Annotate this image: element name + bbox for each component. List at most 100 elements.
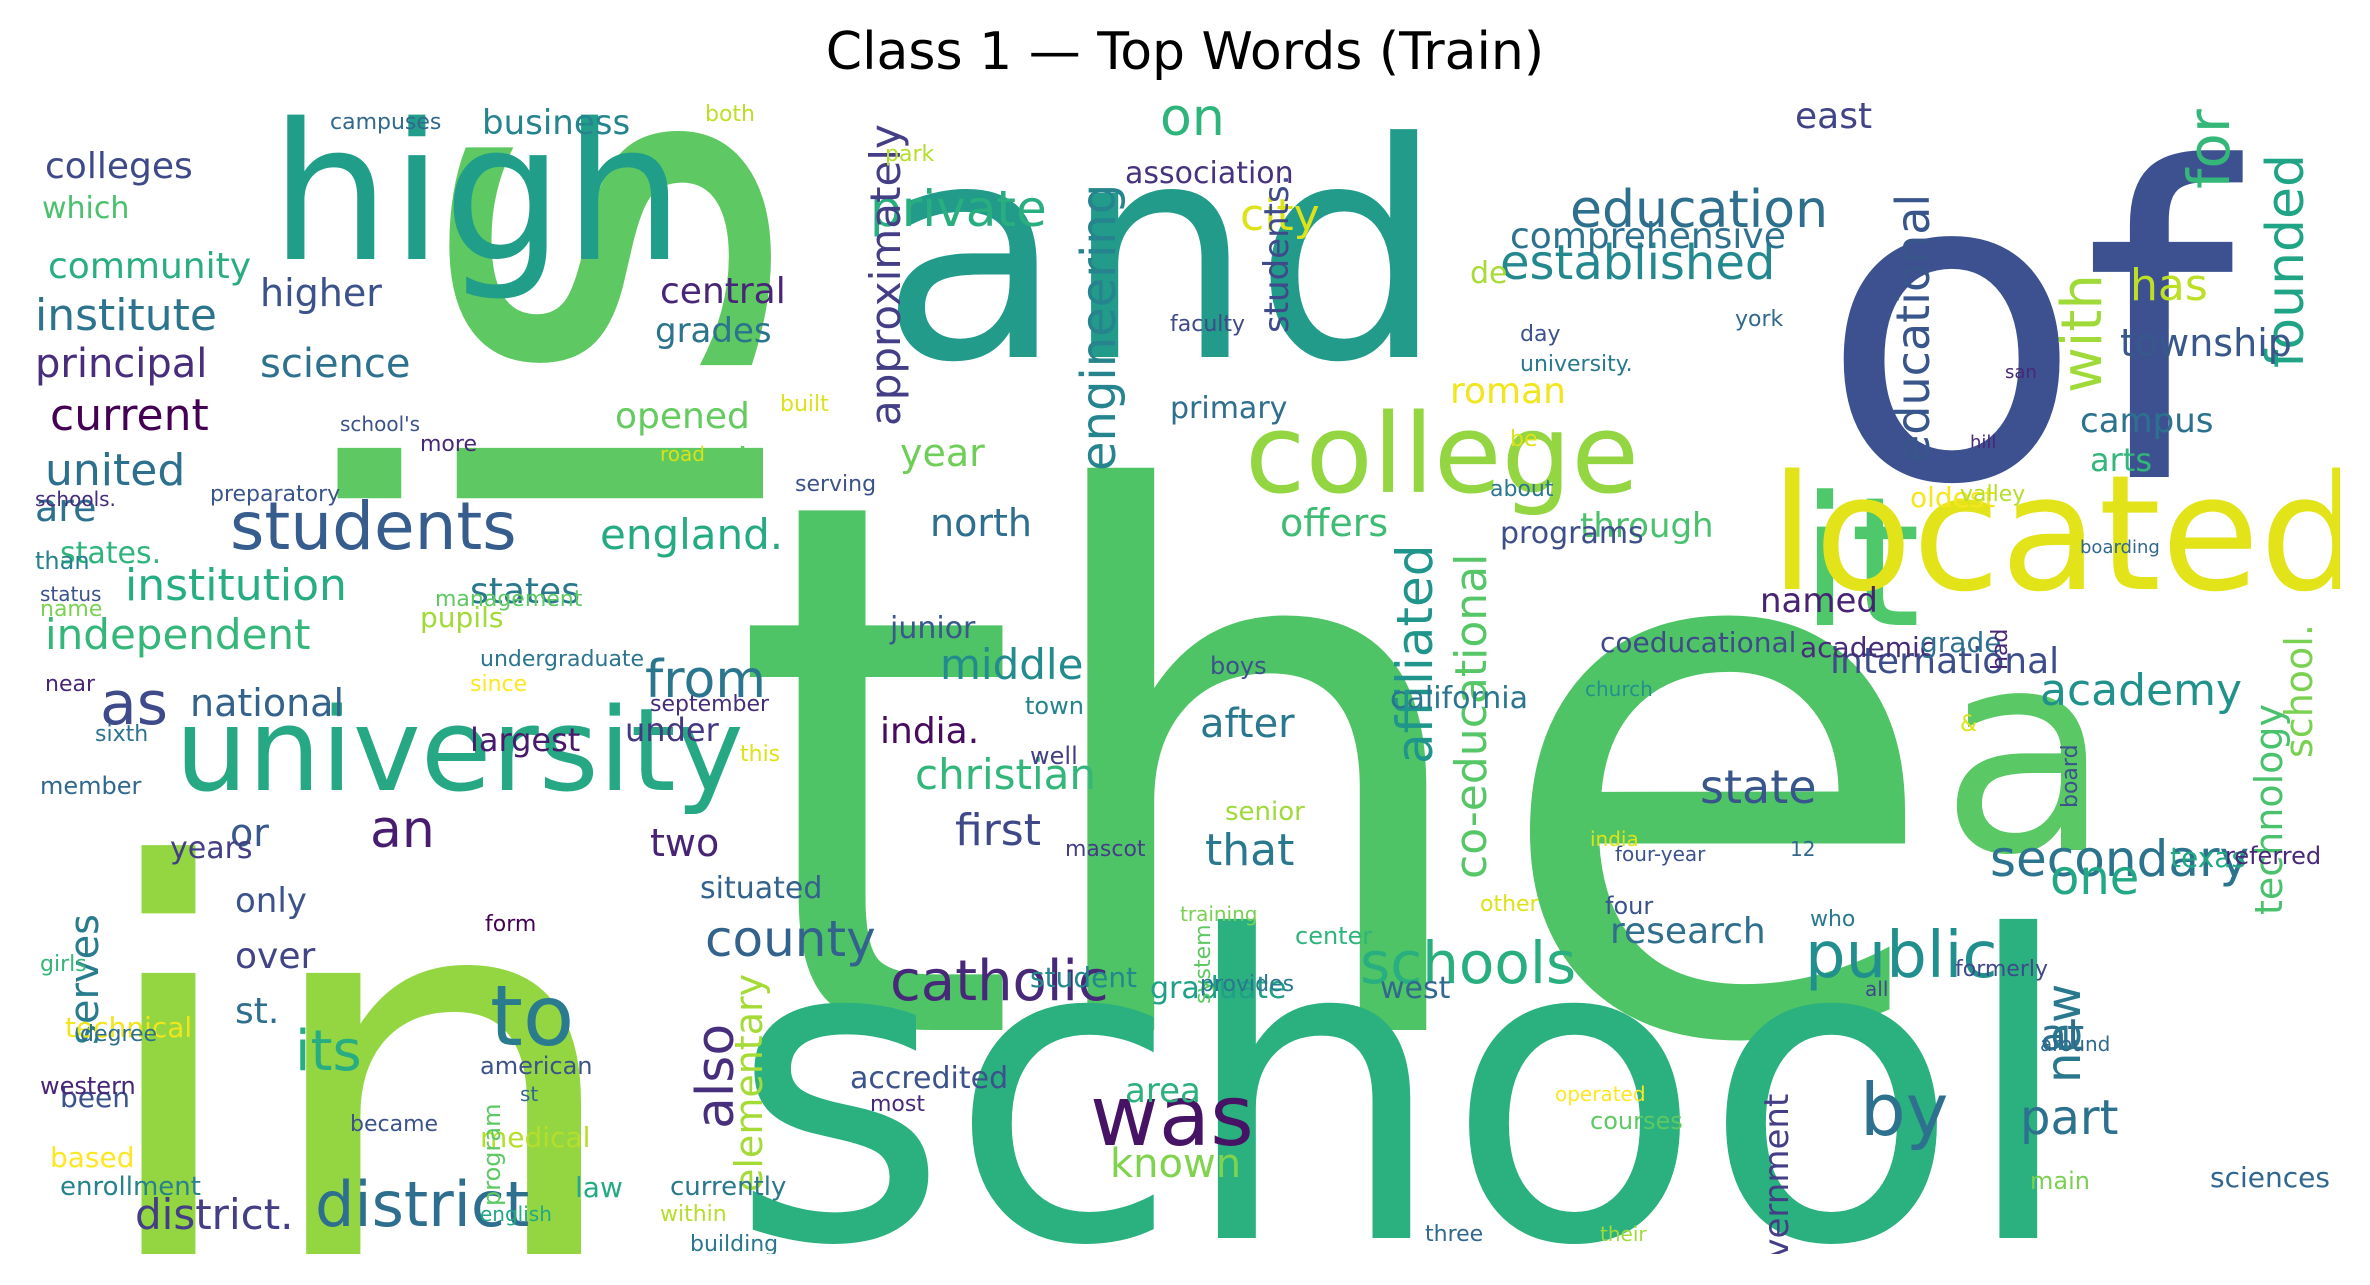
word-cloud: the of and in school is high a it located universi… — [30, 94, 2340, 1254]
word-the: the — [730, 343, 1945, 1205]
word-grade: grade — [1920, 626, 2002, 659]
word-york: york — [1735, 307, 1784, 332]
word-most: most — [870, 1092, 925, 1117]
word-name: name — [40, 597, 103, 622]
word-mascot: mascot — [1065, 837, 1146, 862]
word-who: who — [1810, 907, 1856, 932]
word-town: town — [1025, 692, 1084, 720]
word-business: business — [482, 103, 631, 143]
word-years: years — [170, 831, 253, 866]
word-than: than — [35, 547, 90, 575]
word-degree: degree — [80, 1022, 158, 1047]
word-pupils: pupils — [420, 601, 504, 634]
word-united: united — [45, 445, 186, 496]
word-around: around — [2040, 1032, 2111, 1056]
word-for: for — [2175, 109, 2243, 189]
word-valley: valley — [1960, 482, 2026, 507]
word-named: named — [1760, 581, 1879, 621]
word-california: california — [1390, 681, 1529, 716]
word-serving: serving — [795, 472, 877, 497]
word-day: day — [1520, 322, 1561, 347]
word-both: both — [705, 102, 755, 127]
word-main: main — [2030, 1167, 2090, 1195]
word-referred: referred — [2225, 842, 2322, 870]
word-district: district. — [135, 1190, 294, 1239]
word-four-year: four-year — [1615, 842, 1706, 866]
word-about: about — [1490, 477, 1554, 502]
word-higher: higher — [260, 271, 382, 315]
word-college: college — [1245, 390, 1640, 518]
word-provides: provides — [1200, 972, 1295, 997]
word-first: first — [955, 805, 1041, 856]
word-two: two — [650, 821, 720, 865]
word-located: located — [1770, 440, 2340, 627]
word-student: student — [1030, 961, 1138, 994]
word-training: training — [1180, 902, 1258, 926]
word-on: on — [1160, 94, 1225, 148]
word-india: india — [1590, 827, 1639, 851]
word-elementary: elementary — [727, 973, 771, 1192]
word-independent: independent — [45, 610, 311, 659]
word-preparatory: preparatory — [210, 482, 341, 507]
word-students: students — [230, 488, 517, 565]
word-secondary: secondary — [1990, 830, 2250, 888]
word-senior: senior — [1225, 797, 1305, 827]
word-oldest: oldest — [1910, 481, 1996, 514]
word-north: north — [930, 501, 1032, 545]
word-management: management — [435, 587, 583, 612]
word-principal: principal — [35, 341, 208, 387]
word-england: england. — [600, 510, 784, 559]
word-area: area — [1125, 1071, 1201, 1111]
word-sixth: sixth — [95, 722, 149, 747]
word-girls: girls — [40, 952, 87, 977]
word-opened: opened — [615, 396, 750, 437]
word-symbol: & — [1960, 712, 1978, 737]
word-de: de — [1470, 256, 1508, 291]
word-current: current — [50, 390, 209, 441]
word-catholic: catholic — [890, 949, 1109, 1014]
word-colleges: colleges — [45, 146, 193, 187]
word-it: it — [1800, 459, 1921, 668]
word-state: state — [1700, 760, 1817, 814]
word-hill: hill — [1970, 432, 1997, 453]
word-campus: campus — [2080, 401, 2214, 441]
word-well: well — [1030, 742, 1078, 770]
word-year: year — [900, 431, 985, 475]
word-academy: academy — [2040, 665, 2243, 716]
word-that: that — [1205, 825, 1295, 876]
word-program: program — [478, 1103, 506, 1206]
word-three: three — [1425, 1222, 1484, 1247]
word-boarding: boarding — [2080, 537, 2160, 558]
word-south: south — [660, 441, 761, 482]
word-university: university — [175, 684, 744, 818]
word-western: western — [40, 1072, 136, 1100]
word-four: four — [1605, 892, 1654, 920]
word-near: near — [45, 672, 96, 697]
word-its: its — [295, 1019, 362, 1084]
word-form: form — [485, 912, 537, 937]
chart-title: Class 1 — Top Words (Train) — [825, 22, 1545, 82]
word-texas: texas — [2170, 841, 2247, 874]
word-board: board — [2058, 744, 2083, 808]
word-within: within — [660, 1202, 727, 1227]
word-this: this — [740, 742, 781, 767]
word-st: st. — [235, 991, 280, 1032]
word-government: government — [1757, 1093, 1797, 1254]
word-their: their — [1600, 1222, 1647, 1246]
word-operated: operated — [1555, 1082, 1646, 1106]
word-public: public — [1805, 919, 1998, 993]
word-research: research — [1610, 911, 1766, 952]
word-campuses: campuses — [330, 110, 442, 135]
word-in: in — [85, 744, 632, 1255]
word-institute: institute — [35, 290, 217, 341]
word-road: road — [660, 442, 705, 466]
word-school: school — [730, 849, 2077, 1255]
word-university: university. — [1520, 352, 1633, 377]
word-under: under — [625, 711, 719, 749]
word-engineering: engineering — [1071, 183, 1127, 471]
word-education: education — [1570, 180, 1829, 240]
word-courses: courses — [1590, 1107, 1683, 1135]
word-coeducational: coeducational — [1600, 626, 1797, 659]
word-students: students. — [1257, 174, 1297, 334]
word-from: from — [645, 650, 767, 710]
